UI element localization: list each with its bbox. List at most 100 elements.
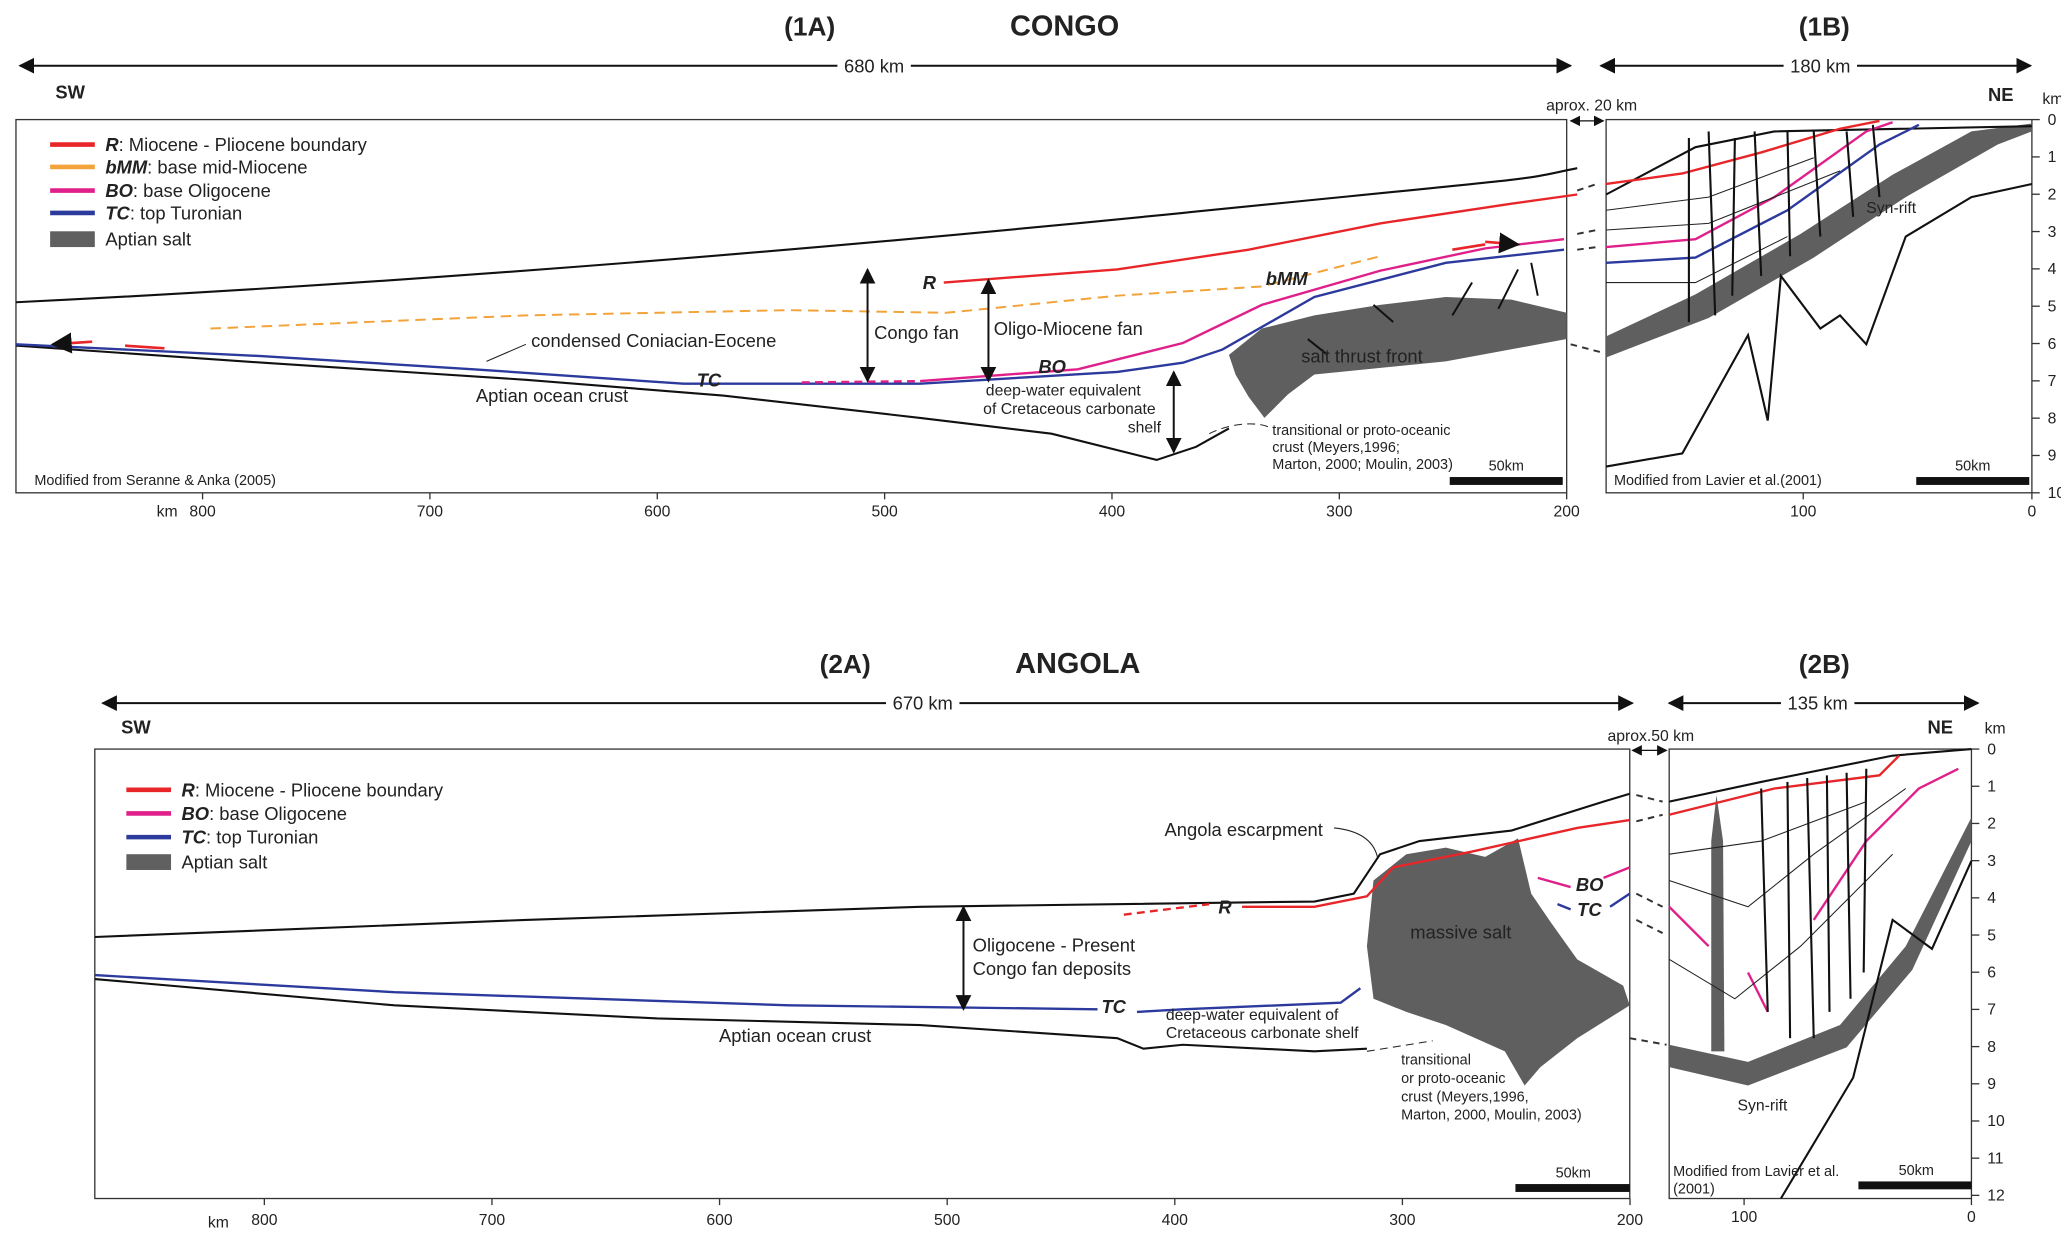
depth-tick-label: 0 [1987, 741, 1996, 758]
width-label: 180 km [1790, 55, 1850, 76]
annotation: massive salt [1410, 921, 1511, 942]
x-tick-label: 800 [251, 1212, 278, 1229]
legend-entry: R: Miocene - Pliocene boundary [105, 134, 367, 155]
scale-bar [1916, 477, 2029, 485]
x-tick-label: 100 [1731, 1209, 1758, 1226]
panel-label: (2A) [820, 649, 871, 679]
page: Congo and Angola cross-sections {"sectio… [0, 0, 2061, 1234]
legend-swatch [126, 854, 171, 870]
width-label: 670 km [893, 693, 953, 714]
depth-tick-label: 6 [1987, 964, 1996, 981]
panel-label: (1B) [1799, 11, 1850, 41]
scale-bar-label: 50km [1489, 458, 1524, 474]
depth-tick-label: 2 [2048, 186, 2057, 203]
annotation: deep-water equivalent [986, 383, 1142, 400]
direction-label: NE [1988, 84, 2014, 105]
depth-tick-label: 7 [1987, 1002, 1996, 1019]
legend-text: : Miocene - Pliocene boundary [119, 134, 368, 155]
x-tick-label: 700 [479, 1212, 506, 1229]
legend-code: TC [182, 827, 207, 848]
legend-entry: TC: top Turonian [105, 202, 242, 223]
x-tick-label: 500 [871, 503, 898, 520]
depth-tick-label: 7 [2048, 373, 2057, 390]
legend-entry: Aptian salt [105, 229, 191, 250]
annotation: BO [1576, 874, 1604, 895]
x-tick-label: 0 [1967, 1209, 1976, 1226]
r-horizon-dashed [1124, 904, 1209, 915]
scale-bar-label: 50km [1955, 458, 1990, 474]
annotation: TC [1101, 996, 1126, 1017]
x-unit: km [157, 503, 178, 520]
annotation: BO [1038, 356, 1066, 377]
depth-tick-label: 8 [1987, 1039, 1996, 1056]
sea-floor [1669, 749, 1971, 802]
depth-unit: km [1985, 720, 2006, 737]
annotation: TC [697, 369, 722, 390]
connector [1571, 184, 1601, 352]
scale-bar-label: 50km [1556, 1165, 1591, 1181]
x-tick-label: 100 [1790, 503, 1817, 520]
depth-tick-label: 0 [2048, 112, 2057, 129]
scale-bar [1515, 1184, 1629, 1192]
legend-code: R [182, 779, 196, 800]
depth-tick-label: 6 [2048, 336, 2057, 353]
body: (1A)CONGO(1B)680 km180 kmaprox. 20 kmSWN… [0, 0, 2061, 1234]
direction-label: NE [1928, 716, 1954, 737]
legend-code: BO [105, 180, 133, 201]
annotation: Angola escarpment [1165, 819, 1323, 840]
annotation: bMM [1266, 268, 1309, 289]
annotation: deep-water equivalent of [1166, 1007, 1339, 1024]
x-tick-label: 300 [1326, 503, 1353, 520]
depth-tick-label: 12 [1987, 1188, 2005, 1205]
congo-section [16, 66, 2032, 493]
annotation: Syn-rift [1738, 1097, 1789, 1114]
annotation: Oligo-Miocene fan [994, 318, 1143, 339]
annotation: Aptian ocean crust [476, 385, 628, 406]
credit: Modified from Seranne & Anka (2005) [34, 473, 276, 489]
depth-tick-label: 8 [2048, 410, 2057, 427]
x-tick-label: 800 [189, 503, 216, 520]
depth-tick-label: 1 [2048, 149, 2057, 166]
direction-label: SW [121, 716, 151, 737]
direction-label: SW [55, 82, 85, 103]
x-tick-label: 300 [1389, 1212, 1416, 1229]
depth-tick-label: 3 [1987, 853, 1996, 870]
x-tick-label: 200 [1554, 503, 1581, 520]
x-tick-label: 200 [1617, 1212, 1644, 1229]
basement [1781, 861, 1972, 1199]
panel-label: (1A) [784, 11, 835, 41]
legend-code: TC [105, 202, 130, 223]
legend-code: BO [182, 803, 210, 824]
annotation: Cretaceous carbonate shelf [1166, 1025, 1359, 1042]
section-title: CONGO [1010, 10, 1119, 42]
width-label: 680 km [844, 55, 904, 76]
legend-swatch [50, 231, 95, 247]
credit: (2001) [1673, 1181, 1715, 1197]
connector [1630, 795, 1667, 1045]
legend-entry: TC: top Turonian [182, 827, 319, 848]
faults [1761, 769, 1866, 1038]
leader [1334, 828, 1377, 857]
x-tick-label: 400 [1099, 503, 1126, 520]
legend-code: R [105, 134, 119, 155]
annotation: crust (Meyers,1996, [1401, 1089, 1529, 1105]
legend-entry: bMM: base mid-Miocene [105, 156, 307, 177]
x-tick-label: 600 [644, 503, 671, 520]
annotation: TC [1577, 899, 1602, 920]
legend-text: : base Oligocene [209, 803, 347, 824]
bmm-horizon [210, 256, 1380, 328]
legend-text: : Miocene - Pliocene boundary [195, 779, 444, 800]
scale-bar [1858, 1181, 1971, 1189]
depth-tick-label: 4 [2048, 261, 2057, 278]
annotation: crust (Meyers,1996; [1272, 440, 1400, 456]
legend-text: : top Turonian [206, 827, 318, 848]
r-horizon [944, 194, 1577, 282]
figure: (1A)CONGO(1B)680 km180 kmaprox. 20 kmSWN… [0, 0, 2061, 1234]
legend-text: Aptian salt [105, 229, 191, 250]
annotation: condensed Coniacian-Eocene [531, 330, 776, 351]
depth-unit: km [2042, 91, 2061, 108]
bo-horizon-dashed [802, 381, 920, 382]
annotation: transitional [1401, 1052, 1471, 1068]
leader [1209, 424, 1268, 434]
annotation: R [923, 272, 937, 293]
